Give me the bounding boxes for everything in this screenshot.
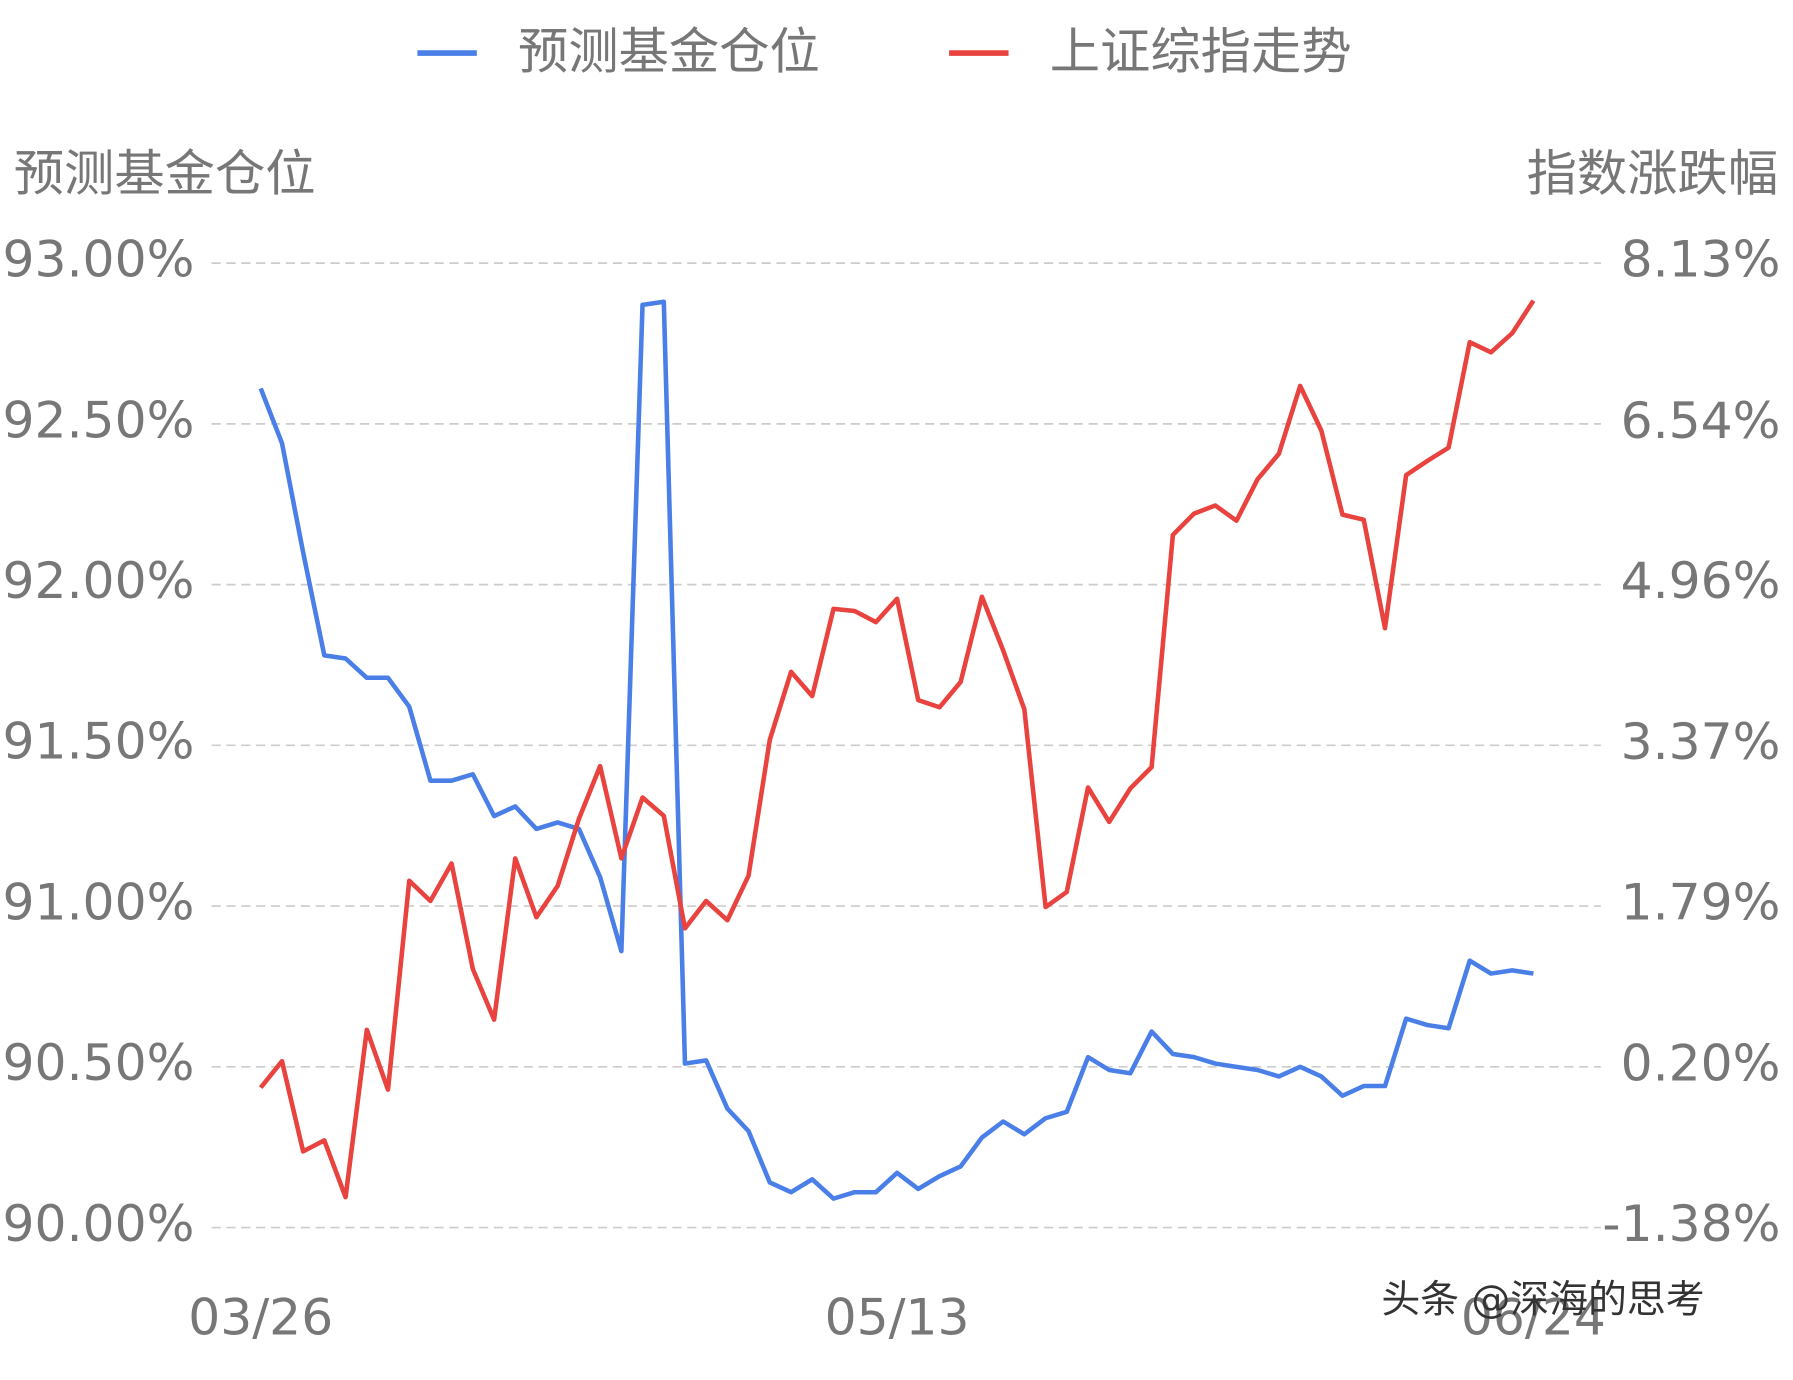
x-tick-label: 03/26 bbox=[188, 1289, 333, 1347]
y2-tick-label: 4.96% bbox=[1621, 552, 1781, 610]
watermark: 头条 @深海的思考 bbox=[1381, 1278, 1704, 1323]
series-line bbox=[258, 299, 1534, 1201]
y-axis-title: 预测基金仓位 bbox=[14, 145, 316, 203]
y2-tick-label: 6.54% bbox=[1621, 392, 1781, 450]
y2-tick-label: -1.38% bbox=[1602, 1195, 1780, 1253]
y-tick-label: 92.50% bbox=[3, 392, 195, 450]
y-tick-label: 92.00% bbox=[3, 552, 195, 610]
y-tick-label: 90.00% bbox=[3, 1195, 195, 1253]
series-line bbox=[258, 299, 1536, 1200]
y2-tick-label: 8.13% bbox=[1621, 231, 1781, 289]
y2-tick-label: 3.37% bbox=[1621, 714, 1781, 772]
y2-tick-label: 1.79% bbox=[1621, 874, 1781, 932]
y-tick-label: 91.00% bbox=[3, 874, 195, 932]
y-tick-label: 90.50% bbox=[3, 1035, 195, 1093]
y2-axis-title: 指数涨跌幅 bbox=[1527, 145, 1779, 203]
x-tick-label: 06/24 bbox=[1461, 1289, 1606, 1347]
y-tick-label: 93.00% bbox=[3, 231, 195, 289]
y2-tick-label: 0.20% bbox=[1621, 1035, 1781, 1093]
legend-label: 预测基金仓位 bbox=[518, 23, 820, 81]
legend-label: 上证综指走势 bbox=[1050, 23, 1352, 81]
x-tick-label: 05/13 bbox=[825, 1289, 970, 1347]
y-tick-label: 91.50% bbox=[3, 713, 195, 771]
